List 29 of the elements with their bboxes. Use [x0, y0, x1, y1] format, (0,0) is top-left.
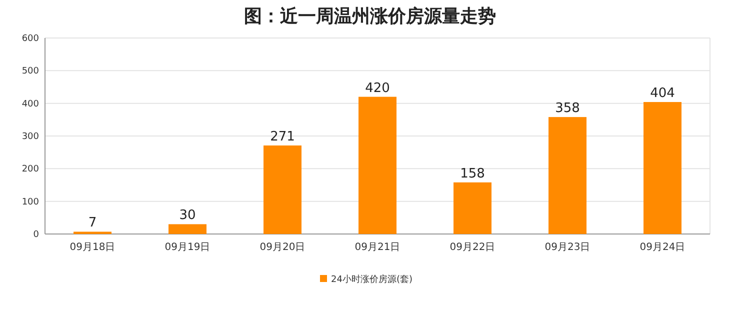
data-label: 7 [88, 216, 97, 231]
legend-label: 24小时涨价房源(套) [331, 274, 412, 285]
bar [264, 145, 302, 234]
bar [454, 182, 492, 234]
data-label: 271 [270, 129, 295, 144]
x-tick-label: 09月18日 [70, 242, 116, 253]
x-tick-label: 09月19日 [164, 242, 210, 253]
x-tick-label: 09月20日 [260, 242, 306, 253]
data-label: 404 [650, 86, 675, 102]
y-tick-label: 0 [33, 230, 40, 240]
data-label: 358 [555, 101, 580, 116]
data-label: 158 [460, 166, 485, 182]
y-tick-label: 300 [22, 132, 40, 142]
x-tick-label: 09月22日 [450, 242, 496, 253]
data-label: 30 [179, 208, 196, 224]
bar [168, 224, 206, 234]
y-tick-label: 500 [22, 66, 40, 77]
x-tick-label: 09月21日 [354, 242, 400, 253]
data-label: 420 [365, 80, 390, 96]
y-tick-label: 200 [22, 164, 40, 175]
chart-title: 图：近一周温州涨价房源量走势 [244, 6, 496, 27]
y-tick-label: 600 [22, 34, 40, 44]
x-tick-label: 09月24日 [640, 242, 686, 253]
x-tick-label: 09月23日 [544, 242, 590, 253]
y-tick-label: 100 [22, 197, 40, 208]
bar [644, 102, 682, 234]
y-tick-label: 400 [22, 99, 40, 110]
bar [358, 96, 396, 234]
bar [548, 117, 586, 234]
